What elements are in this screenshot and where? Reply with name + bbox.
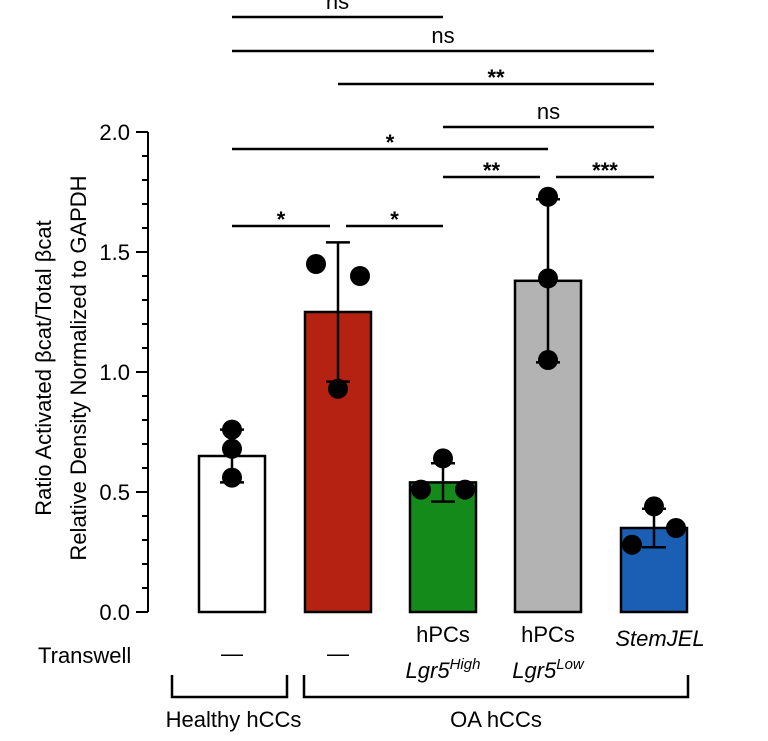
significance-bracket: **: [338, 65, 654, 90]
data-point: [350, 266, 370, 286]
y-tick-label: 1.5: [99, 240, 130, 265]
significance-label: ***: [592, 158, 618, 183]
bar-group: [197, 419, 267, 614]
significance-bracket: *: [232, 130, 548, 155]
bar-group: [303, 241, 373, 614]
data-point: [538, 350, 558, 370]
y-axis-title-line-2: Relative Density Normalized to GAPDH: [66, 175, 91, 560]
significance-bracket: *: [232, 207, 330, 232]
group-bracket: Healthy hCCs: [166, 675, 302, 732]
group-label: OA hCCs: [450, 707, 542, 732]
data-point: [644, 496, 664, 517]
bar-group: [619, 496, 689, 614]
data-point: [411, 479, 431, 500]
transwell-line2: Lgr5High: [406, 656, 481, 683]
y-tick-label: 1.0: [99, 360, 130, 385]
significance-bracket: ***: [556, 158, 654, 183]
significance-label: ns: [537, 99, 560, 124]
significance-label: *: [386, 130, 395, 155]
data-point: [306, 254, 326, 274]
transwell-none: —: [221, 641, 243, 666]
bar: [408, 481, 478, 614]
data-point: [666, 518, 686, 538]
y-tick-label: 0.0: [99, 600, 130, 625]
x-axis-categories: Transwell — — hPCs Lgr5High hPCs Lgr5Low StemJ…: [38, 622, 705, 683]
significance-bracket: *: [346, 207, 443, 232]
y-axis-title-line-1: Ratio Activated βcat/Total βcat: [31, 220, 56, 516]
y-tick-label: 2.0: [99, 120, 130, 145]
data-point: [622, 534, 642, 555]
y-tick-label: 0.5: [99, 480, 130, 505]
significance-label: ns: [326, 0, 349, 14]
bar-group: [513, 186, 583, 614]
significance-bracket: ns: [443, 99, 654, 129]
data-point: [222, 467, 242, 488]
transwell-line2: Lgr5Low: [512, 656, 585, 683]
significance-bracket: ns: [232, 0, 443, 19]
significance-bracket: ns: [232, 23, 654, 53]
significance-label: ns: [431, 23, 454, 48]
data-point: [433, 448, 453, 469]
y-axis-title: Ratio Activated βcat/Total βcat Relative…: [31, 175, 91, 560]
bars: [197, 186, 689, 614]
group-bracket: OA hCCs: [302, 675, 690, 732]
significance-bracket: **: [443, 158, 540, 183]
group-bracket-line: [302, 675, 690, 699]
group-brackets: Healthy hCCs OA hCCs: [166, 675, 690, 732]
significance-label: *: [390, 207, 399, 232]
transwell-stemjel: StemJEL: [615, 626, 704, 651]
significance-label: **: [487, 65, 505, 90]
data-point: [328, 378, 348, 399]
transwell-line1: hPCs: [416, 622, 470, 647]
data-point: [222, 438, 242, 459]
data-point: [455, 479, 475, 500]
data-point: [538, 268, 558, 289]
y-axis: 0.0 0.5 1.0 1.5 2.0: [99, 120, 149, 625]
bar-group: [408, 448, 478, 614]
transwell-line1: hPCs: [521, 622, 575, 647]
transwell-none: —: [327, 641, 349, 666]
group-label: Healthy hCCs: [166, 707, 302, 732]
significance-label: **: [483, 158, 501, 183]
transwell-label: Transwell: [38, 643, 131, 668]
group-bracket-line: [170, 675, 289, 699]
data-point: [222, 419, 242, 440]
significance-label: *: [277, 207, 286, 232]
data-point: [538, 186, 558, 207]
